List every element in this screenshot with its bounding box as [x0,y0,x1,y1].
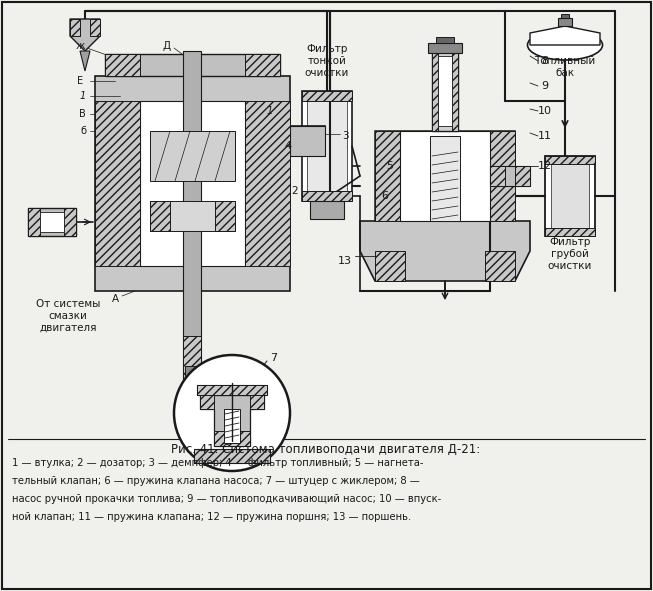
Bar [302,191,352,201]
Text: Рис. 41. Система топливоподачи двигателя Д-21:: Рис. 41. Система топливоподачи двигателя… [171,443,481,456]
Bar [214,431,250,446]
Bar [436,37,454,43]
Text: насос ручной прокачки топлива; 9 — топливоподкачивающий насос; 10 — впуск-: насос ручной прокачки топлива; 9 — топли… [12,494,441,504]
Bar [432,51,458,131]
Text: А: А [112,294,119,304]
Bar [183,336,201,381]
Text: Д: Д [163,41,171,51]
Bar [430,136,460,221]
Text: тельный клапан; 6 — пружина клапана насоса; 7 — штуцер с жиклером; 8 —: тельный клапан; 6 — пружина клапана насо… [12,476,420,486]
Polygon shape [360,221,530,281]
Bar [90,19,100,36]
Bar [245,54,280,76]
Text: Е: Е [77,76,83,86]
Polygon shape [530,26,600,45]
Bar [545,156,595,236]
Circle shape [174,355,290,471]
Bar [183,51,201,381]
Bar [197,385,267,395]
Text: 13: 13 [338,256,352,266]
Bar [215,201,235,231]
Bar [485,251,515,281]
Bar [375,131,400,221]
Bar [194,449,270,463]
Bar [438,56,452,126]
Ellipse shape [528,30,603,60]
Text: Фильтр
грубой
очистки: Фильтр грубой очистки [548,238,592,271]
Bar [197,385,267,395]
Text: 3: 3 [342,131,348,141]
Text: От системы
смазки
двигателя: От системы смазки двигателя [36,300,100,333]
Bar [40,212,64,232]
Text: 2: 2 [292,186,298,196]
Bar [150,201,170,231]
Bar [105,54,280,76]
Bar [375,131,515,221]
Bar [290,126,325,156]
Bar [452,51,458,131]
Text: Фильтр
тонкой
очистки: Фильтр тонкой очистки [305,44,349,77]
Bar [70,19,80,36]
Bar [310,201,344,219]
Text: ной клапан; 11 — пружина клапана; 12 — пружина поршня; 13 — поршень.: ной клапан; 11 — пружина клапана; 12 — п… [12,512,411,522]
Text: В: В [78,109,86,119]
Bar [150,201,235,231]
Bar [302,91,352,101]
Polygon shape [80,51,90,71]
Polygon shape [95,76,325,291]
Bar [545,156,595,164]
Bar [558,18,572,26]
Polygon shape [70,19,100,51]
Polygon shape [200,395,264,446]
Bar [150,131,235,181]
Text: б: б [80,126,86,136]
Text: Топливный
бак: Топливный бак [534,56,596,78]
Bar [307,96,347,196]
Text: 5: 5 [387,161,394,171]
Text: 11: 11 [538,131,552,141]
Bar [28,208,76,236]
Text: 4: 4 [285,141,291,151]
Bar [224,409,240,443]
Bar [95,101,140,266]
Text: 1: 1 [267,106,273,116]
Bar [200,395,214,409]
Bar [432,51,438,131]
Text: 12: 12 [538,161,552,171]
Bar [250,395,264,409]
Bar [490,131,515,221]
Bar [28,208,40,236]
Bar [185,366,199,381]
Text: 1: 1 [80,91,86,101]
Bar [490,166,530,186]
Bar [545,228,595,236]
Bar [245,101,290,266]
Text: 6: 6 [381,191,389,201]
Text: 1 — втулка; 2 — дозатор; 3 — демпфер; 4 — фильтр топливный; 5 — нагнета-: 1 — втулка; 2 — дозатор; 3 — демпфер; 4 … [12,458,424,468]
Bar [400,131,490,221]
Text: 10: 10 [538,106,552,116]
Text: 8: 8 [541,56,549,66]
Bar [561,14,569,18]
Text: 7: 7 [270,353,278,363]
Bar [375,251,405,281]
Bar [64,208,76,236]
Bar [515,166,530,186]
Bar [105,54,140,76]
Bar [490,166,505,186]
Bar [140,101,245,266]
Bar [302,91,352,201]
Bar [551,162,589,230]
Bar [428,43,462,53]
Text: ж: ж [75,41,85,51]
Text: 9: 9 [541,81,549,91]
